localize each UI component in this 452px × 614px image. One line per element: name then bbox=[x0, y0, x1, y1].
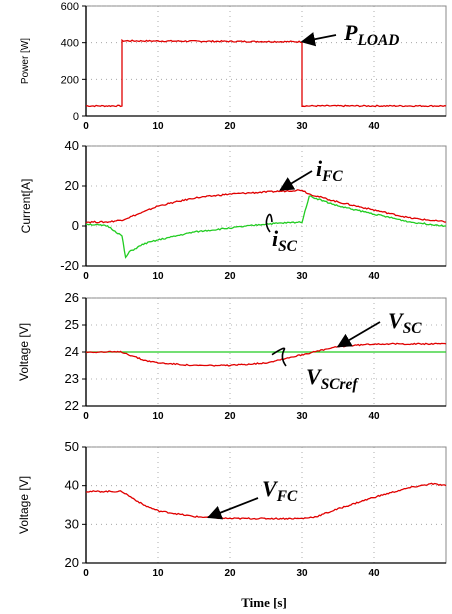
series-line-v-sc bbox=[85, 342, 447, 367]
annotation-label: VSCref bbox=[306, 364, 359, 393]
x-tick-label: 40 bbox=[368, 411, 380, 422]
annotation-label: iSC bbox=[272, 226, 298, 255]
y-axis-label: Power [W] bbox=[20, 38, 31, 84]
x-tick-label: 40 bbox=[368, 121, 380, 132]
annotation-subscript: FC bbox=[276, 488, 298, 505]
y-tick-label: 50 bbox=[65, 439, 79, 454]
y-tick-label: 20 bbox=[65, 178, 79, 193]
annotation-label: iFC bbox=[316, 156, 343, 185]
plot-area bbox=[85, 5, 447, 117]
x-tick-label: 40 bbox=[368, 271, 380, 282]
y-tick-label: 20 bbox=[65, 555, 79, 570]
x-tick-label: 30 bbox=[296, 121, 308, 132]
annotation-label: PLOAD bbox=[343, 20, 399, 49]
series-line-v-fc bbox=[85, 482, 447, 520]
annotation-main: V bbox=[306, 364, 323, 389]
y-tick-label: 30 bbox=[65, 516, 79, 531]
annotation-subscript: LOAD bbox=[356, 32, 399, 49]
x-tick-label: 10 bbox=[152, 271, 164, 282]
y-tick-label: 22 bbox=[65, 398, 79, 413]
x-tick-label: 20 bbox=[224, 121, 236, 132]
y-tick-label: 200 bbox=[61, 74, 79, 86]
series-line-i-fc bbox=[85, 189, 447, 224]
x-tick-label: 0 bbox=[83, 568, 89, 579]
y-axis-label: Current[A] bbox=[19, 179, 33, 234]
x-tick-label: 40 bbox=[368, 568, 380, 579]
x-tick-label: 0 bbox=[83, 121, 89, 132]
annotation-arrow bbox=[279, 170, 313, 191]
annotation-arrow bbox=[300, 32, 337, 47]
y-tick-label: 400 bbox=[61, 38, 79, 50]
y-tick-label: 600 bbox=[61, 1, 79, 13]
annotation-main: i bbox=[272, 226, 279, 251]
plot-area bbox=[85, 145, 447, 267]
chart-panel-4: 0 10 20 30 40 20 30 40 50 Voltage [V] VFC Time [s] bbox=[17, 439, 447, 610]
x-tick-label: 10 bbox=[152, 568, 164, 579]
annotation-subscript: SC bbox=[278, 238, 298, 255]
annotation-arrow bbox=[207, 497, 259, 520]
x-tick-label: 30 bbox=[296, 568, 308, 579]
y-tick-label: 40 bbox=[65, 478, 79, 493]
plot-area bbox=[85, 446, 447, 564]
annotation-label: VFC bbox=[262, 476, 298, 505]
x-tick-label: 30 bbox=[296, 271, 308, 282]
y-axis-label: Voltage [V] bbox=[17, 323, 31, 381]
x-tick-label: 0 bbox=[83, 411, 89, 422]
x-tick-label: 20 bbox=[224, 411, 236, 422]
y-tick-label: 23 bbox=[65, 371, 79, 386]
series-line-i-sc bbox=[86, 195, 446, 259]
y-tick-label: -20 bbox=[60, 258, 79, 273]
y-tick-label: 0 bbox=[73, 111, 79, 123]
annotation-main: i bbox=[316, 156, 323, 181]
x-tick-label: 20 bbox=[224, 271, 236, 282]
y-axis-label: Voltage [V] bbox=[17, 476, 31, 534]
x-axis-label: Time [s] bbox=[241, 595, 287, 610]
y-tick-label: 24 bbox=[65, 344, 79, 359]
annotation-subscript: SCref bbox=[321, 376, 360, 393]
annotation-hook bbox=[265, 213, 273, 233]
annotation-subscript: SC bbox=[403, 320, 423, 337]
x-tick-label: 0 bbox=[83, 271, 89, 282]
annotation-label: VSC bbox=[388, 308, 422, 337]
annotation-main: V bbox=[262, 476, 279, 501]
annotation-main: P bbox=[343, 20, 358, 45]
x-tick-label: 20 bbox=[224, 568, 236, 579]
annotation-subscript: FC bbox=[321, 168, 343, 185]
series-line-p-load bbox=[85, 38, 447, 108]
annotation-hook bbox=[271, 347, 287, 367]
y-tick-label: 25 bbox=[65, 317, 79, 332]
y-tick-label: 0 bbox=[72, 218, 79, 233]
x-tick-label: 30 bbox=[296, 411, 308, 422]
y-tick-label: 40 bbox=[65, 138, 79, 153]
x-tick-label: 10 bbox=[152, 411, 164, 422]
x-tick-label: 10 bbox=[152, 121, 164, 132]
y-tick-label: 26 bbox=[65, 290, 79, 305]
annotation-arrow bbox=[336, 321, 381, 348]
annotation-main: V bbox=[388, 308, 405, 333]
